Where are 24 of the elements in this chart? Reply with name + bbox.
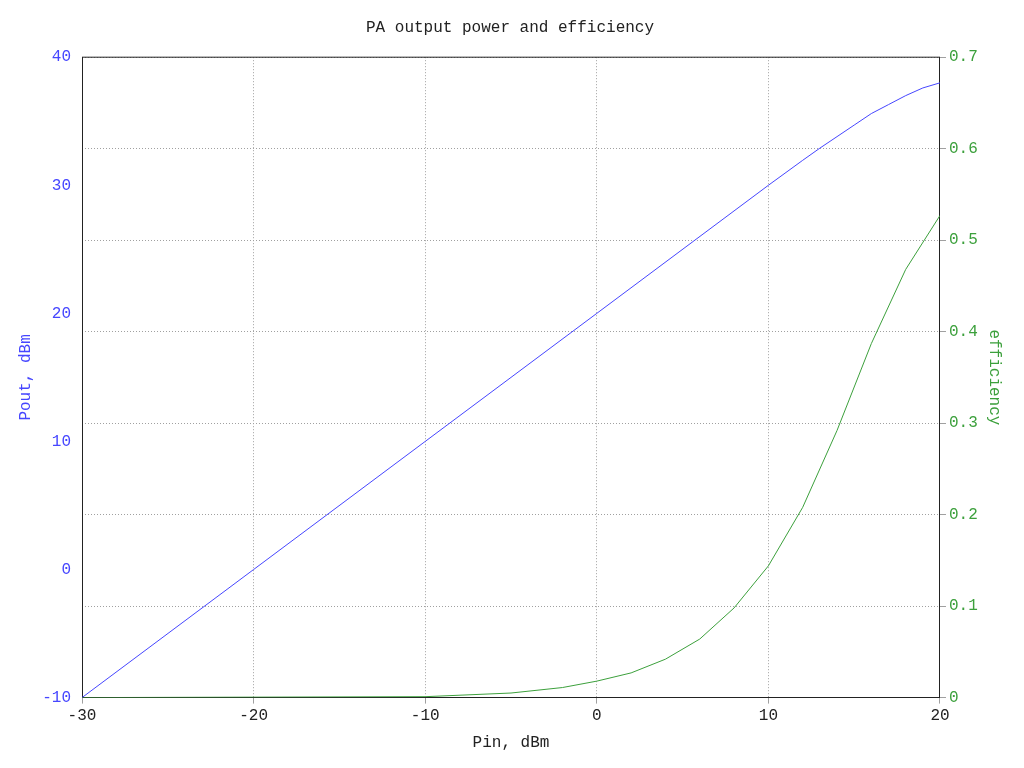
y2-tick-label: 0.1 [949, 597, 978, 616]
x-axis-title: Pin, dBm [472, 733, 550, 752]
y-axis-title: Pout, dBm [16, 334, 35, 421]
y-tick-label: 20 [51, 304, 71, 323]
y2-tick-label: 0 [949, 688, 959, 707]
x-tick-label: 10 [758, 707, 778, 726]
x-tick-label: 20 [930, 707, 950, 726]
y-tick-label: -10 [42, 688, 71, 707]
chart-title: PA output power and efficiency [365, 18, 655, 37]
y2-tick-label: 0.2 [949, 505, 978, 524]
y-tick-label: 30 [51, 176, 71, 195]
y2-tick-label: 0.7 [949, 48, 978, 67]
x-tick-label: -30 [67, 707, 97, 726]
x-tick-label: 0 [591, 707, 602, 726]
y2-tick-label: 0.4 [949, 322, 978, 341]
x-tick-label: -20 [239, 707, 269, 726]
y2-tick-label: 0.3 [949, 414, 978, 433]
y-tick-label: 0 [61, 560, 71, 579]
y-tick-label: 40 [51, 48, 71, 67]
x-tick-label: -10 [410, 707, 440, 726]
y-tick-label: 10 [51, 432, 71, 451]
y2-tick-label: 0.5 [949, 231, 978, 250]
y2-tick-label: 0.6 [949, 139, 978, 158]
y2-axis-title: efficiency [985, 329, 1004, 426]
